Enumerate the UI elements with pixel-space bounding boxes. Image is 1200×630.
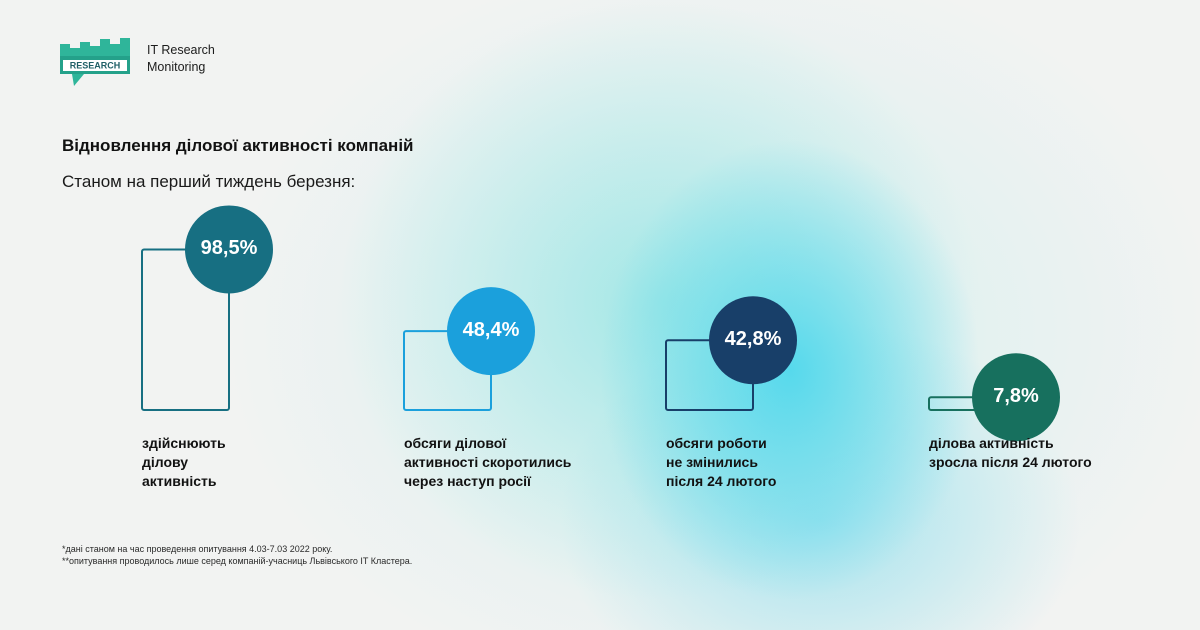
footnotes: *дані станом на час проведення опитуванн… — [62, 543, 412, 567]
category-label-4-line-1: ділова активність — [929, 435, 1054, 451]
category-label-1-line-1: здійснюють — [142, 435, 226, 451]
category-label-4: ділова активність зросла після 24 лютого — [929, 434, 1149, 472]
category-label-2-line-2: активності скоротились — [404, 454, 572, 470]
brand-name: IT Research Monitoring — [147, 42, 267, 76]
category-label-3: обсяги роботи не змінились після 24 лютого — [666, 434, 886, 491]
value-bubble-1 — [185, 205, 273, 294]
footnote-1: *дані станом на час проведення опитуванн… — [62, 544, 333, 554]
chart-title: Відновлення ділової активності компаній — [62, 136, 414, 155]
chart-subtitle: Станом на перший тиждень березня: — [62, 172, 356, 191]
category-label-1-line-3: активність — [142, 473, 217, 489]
value-label-4: 7,8% — [993, 385, 1039, 408]
value-label-1: 98,5% — [200, 237, 258, 260]
brand-name-line1: IT Research — [147, 43, 215, 57]
category-label-4-line-2: зросла після 24 лютого — [929, 454, 1092, 470]
category-label-2-line-1: обсяги ділової — [404, 435, 507, 451]
footnote-2: **опитування проводилось лише серед комп… — [62, 556, 413, 566]
value-label-3: 42,8% — [724, 328, 782, 351]
category-label-3-line-2: не змінились — [666, 454, 758, 470]
brand-name-line2: Monitoring — [147, 60, 206, 74]
value-bubble-4 — [972, 353, 1060, 442]
value-bubble-2 — [447, 287, 535, 376]
category-label-1: здійснюють ділову активність — [142, 434, 362, 491]
logo-badge-text: RESEARCH — [70, 61, 121, 71]
value-label-2: 48,4% — [462, 319, 520, 342]
category-label-2: обсяги ділової активності скоротились чере… — [404, 434, 624, 491]
brand-logo: RESEARCH — [60, 36, 220, 88]
category-label-3-line-3: після 24 лютого — [666, 473, 777, 489]
value-bubble-3 — [709, 296, 797, 385]
category-label-3-line-1: обсяги роботи — [666, 435, 767, 451]
bar-chart-logo-icon: RESEARCH — [60, 38, 130, 86]
category-label-2-line-3: через наступ росії — [404, 473, 531, 489]
category-label-1-line-2: ділову — [142, 454, 189, 470]
